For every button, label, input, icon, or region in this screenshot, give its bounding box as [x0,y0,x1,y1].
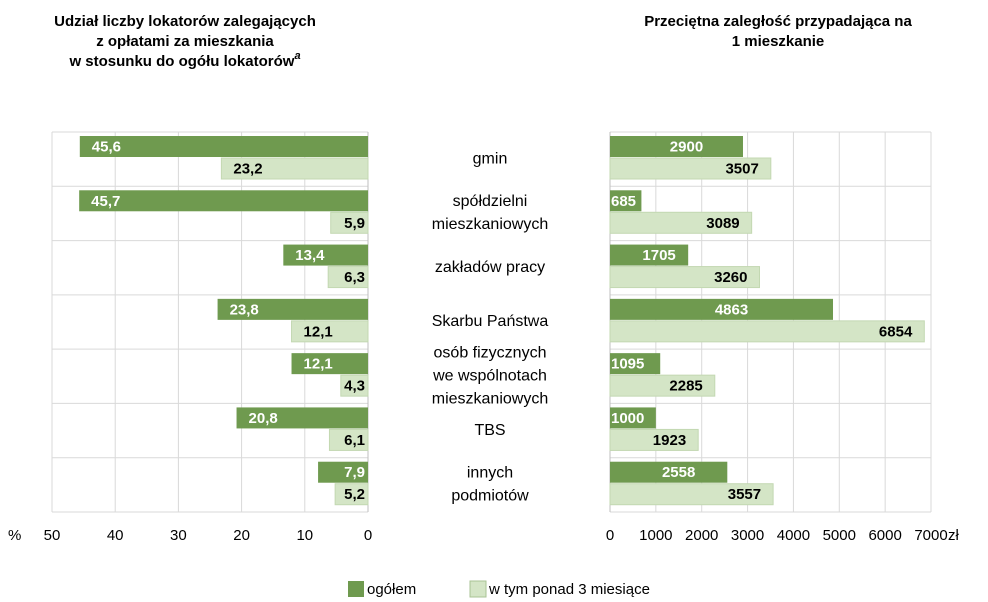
value-label: 20,8 [249,410,278,427]
value-label: 1000 [611,410,644,427]
category-label: we wspólnotach [432,368,547,385]
chart-title: Udział liczby lokatorów zalegających [54,13,316,30]
value-label: 3260 [714,269,747,286]
bar [236,407,368,429]
bar [340,374,369,397]
value-label: 2558 [662,464,695,481]
bar [318,461,368,483]
value-label: 45,6 [92,138,121,155]
x-unit: % [8,527,21,544]
value-label: 1095 [611,356,644,373]
value-label: 23,8 [230,301,259,318]
x-tick-label: 4000 [777,527,810,544]
value-label: 2285 [669,378,702,395]
x-tick-label: 0 [606,527,614,544]
category-label: mieszkaniowych [432,216,548,233]
bar [334,483,369,506]
value-label: 4863 [715,301,748,318]
bar [330,211,369,234]
legend-label: ogółem [367,581,416,598]
category-label: zakładów pracy [435,259,545,276]
bar [291,320,369,343]
value-label: 5,9 [344,215,365,232]
category-label: Skarbu Państwa [432,313,549,330]
chart-title: Przeciętna zaległość przypadająca na [644,13,912,30]
bar [291,353,368,375]
value-label: 3089 [706,215,739,232]
legend-label: w tym ponad 3 miesiące [488,581,650,598]
value-label: 2900 [670,138,703,155]
bar [610,244,689,266]
value-label: 4,3 [344,378,365,395]
x-tick-label: 40 [107,527,124,544]
value-label: 6,1 [344,432,365,449]
bar [610,461,728,483]
bar [609,483,774,506]
bar [609,266,760,289]
bar [609,157,772,180]
chart-title: w stosunku do ogółu lokatorówa [68,50,300,70]
value-label: 23,2 [233,160,262,177]
bar [328,428,369,451]
bar [610,190,642,212]
category-label: TBS [474,422,505,439]
value-label: 45,7 [91,193,120,210]
category-label: innych [467,465,513,482]
bar [610,353,661,375]
x-tick-label: 6000 [868,527,901,544]
x-tick-label: 2000 [685,527,718,544]
value-label: 5,2 [344,486,365,503]
value-label: 1705 [642,247,675,264]
bar [609,320,925,343]
title-note: a [294,50,300,62]
bar [217,298,368,320]
bar [610,136,743,157]
x-tick-label: 0 [364,527,372,544]
bar [79,190,369,212]
category-label: gmin [473,150,508,167]
value-label: 6,3 [344,269,365,286]
value-label: 12,1 [304,356,333,373]
x-tick-label: 7000 [914,527,947,544]
x-tick-label: 1000 [639,527,672,544]
value-label: 7,9 [344,464,365,481]
bar [609,428,699,451]
category-label: spółdzielni [453,193,528,210]
x-tick-label: 20 [233,527,250,544]
bar [79,136,369,157]
value-label: 685 [611,193,636,210]
value-label: 1923 [653,432,686,449]
value-label: 3557 [728,486,761,503]
bar [609,374,716,397]
legend-swatch [469,580,487,598]
x-tick-label: 50 [44,527,61,544]
value-label: 3507 [725,160,758,177]
bar [609,211,753,234]
x-tick-label: 3000 [731,527,764,544]
category-label: podmiotów [451,488,529,505]
value-label: 13,4 [295,247,325,264]
value-label: 12,1 [304,323,333,340]
bar [327,266,369,289]
category-label: mieszkaniowych [432,391,548,408]
bar [610,407,656,429]
chart-title: z opłatami za mieszkania [96,33,274,50]
x-tick-label: 30 [170,527,187,544]
category-label: osób fizycznych [434,345,547,362]
value-label: 6854 [879,323,913,340]
bar [283,244,368,266]
x-tick-label: 5000 [823,527,856,544]
x-unit: zł [948,527,960,544]
legend-swatch [348,581,364,597]
x-tick-label: 10 [296,527,313,544]
bar [220,157,369,180]
chart-title: 1 mieszkanie [732,33,825,50]
bar [610,298,834,320]
